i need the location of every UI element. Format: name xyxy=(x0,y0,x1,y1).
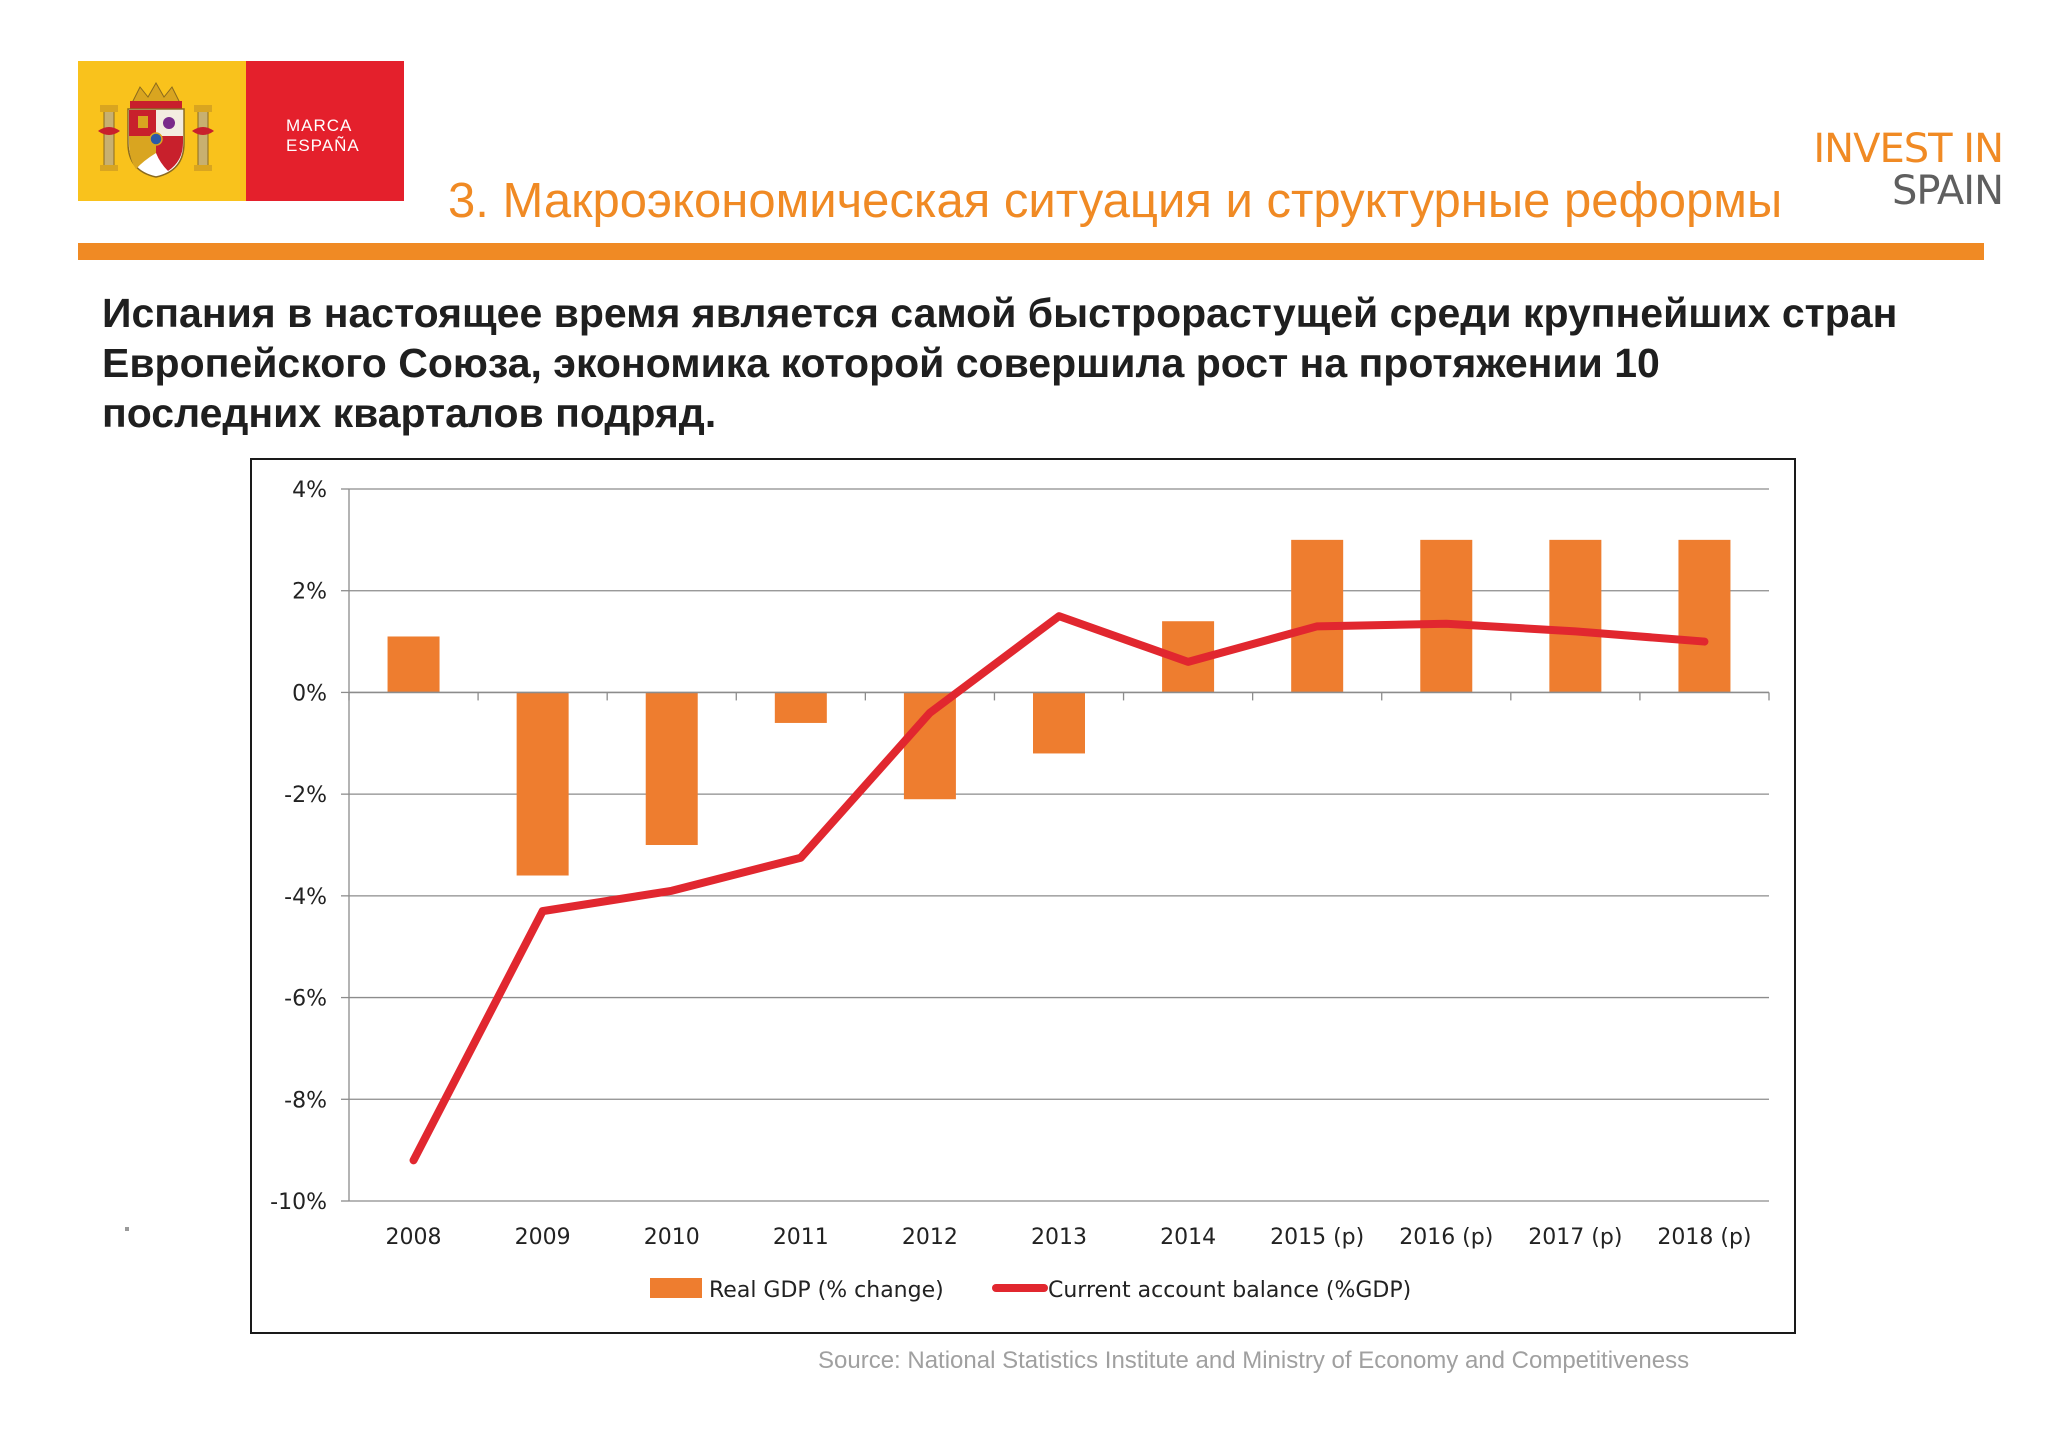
invest-in-wordmark: INVEST IN xyxy=(1813,126,2004,172)
bar-real-gdp-2011 xyxy=(774,692,827,723)
y-tick-label: 4% xyxy=(292,478,327,503)
bar-real-gdp-2009 xyxy=(516,692,569,876)
legend-swatch-real-gdp xyxy=(650,1278,702,1298)
chart-frame: 4% 2% 0% -2% -4% -6% -8% -10% 2008 2009 2010 2011 20… xyxy=(250,458,1796,1334)
bar-real-gdp-2016p xyxy=(1420,539,1473,693)
bar-real-gdp-2008 xyxy=(387,636,440,693)
marca-espana-wordmark: MARCA ESPAÑA xyxy=(286,116,360,156)
x-tick-label: 2014 xyxy=(1160,1225,1216,1250)
y-tick-label: 2% xyxy=(292,580,327,605)
bar-real-gdp-2013 xyxy=(1033,692,1085,754)
x-tick-label: 2015 (p) xyxy=(1270,1225,1364,1250)
bar-real-gdp-2017p xyxy=(1549,539,1602,693)
legend-label-real-gdp: Real GDP (% change) xyxy=(709,1278,944,1303)
x-tick-label: 2009 xyxy=(515,1225,571,1250)
y-tick-label: -8% xyxy=(284,1088,327,1113)
y-tick-label: -6% xyxy=(284,987,327,1012)
x-tick-label: 2013 xyxy=(1031,1225,1087,1250)
y-tick-label: -4% xyxy=(284,885,327,910)
marca-yellow-panel xyxy=(78,61,246,201)
legend-label-current-account: Current account balance (%GDP) xyxy=(1048,1278,1411,1303)
x-tick-label: 2012 xyxy=(902,1225,958,1250)
bar-real-gdp-2018p xyxy=(1678,539,1731,693)
headline-text: Испания в настоящее время является самой… xyxy=(102,290,1898,436)
slide-mark xyxy=(125,1227,129,1231)
y-tick-label: -2% xyxy=(284,783,327,808)
gdp-current-account-chart: 4% 2% 0% -2% -4% -6% -8% -10% 2008 2009 2010 2011 20… xyxy=(270,478,1770,1303)
x-tick-label: 2017 (p) xyxy=(1528,1225,1622,1250)
marca-word: MARCA xyxy=(286,116,353,135)
bar-real-gdp-2015p xyxy=(1291,539,1344,693)
coat-of-arms-icon xyxy=(98,81,214,178)
x-tick-label: 2010 xyxy=(644,1225,700,1250)
spain-wordmark: SPAIN xyxy=(1891,168,2004,214)
invest-in-spain-logo: INVEST IN SPAIN xyxy=(1813,126,2018,214)
x-tick-label: 2008 xyxy=(386,1225,442,1250)
source-note: Source: National Statistics Institute an… xyxy=(818,1347,1690,1374)
header-divider-bar xyxy=(78,243,1984,260)
bar-real-gdp-2010 xyxy=(645,692,698,845)
y-tick-label: 0% xyxy=(292,681,327,706)
x-tick-label: 2016 (p) xyxy=(1399,1225,1493,1250)
marca-red-panel: MARCA ESPAÑA xyxy=(246,61,404,201)
y-tick-label: -10% xyxy=(270,1190,327,1215)
espana-word: ESPAÑA xyxy=(286,136,360,155)
line-current-account-balance xyxy=(409,612,1709,1165)
x-tick-label: 2018 (p) xyxy=(1657,1225,1751,1250)
marca-espana-logo: MARCA ESPAÑA xyxy=(78,61,404,201)
x-tick-label: 2011 xyxy=(773,1225,829,1250)
page-title: 3. Макроэкономическая ситуация и структу… xyxy=(448,174,1783,228)
